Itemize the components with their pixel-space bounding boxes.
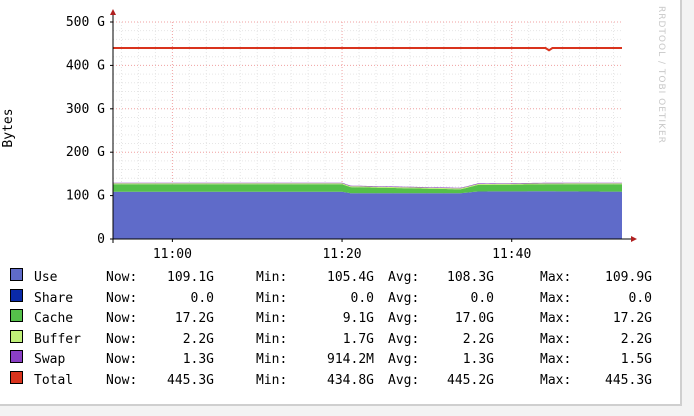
legend-now-value: 2.2G (182, 331, 214, 347)
y-tick-label: 200 G (66, 145, 105, 160)
legend-avg-value: 0.0 (470, 290, 494, 306)
legend-min-label: Min: (256, 311, 288, 326)
legend: Use Now: 109.1G Min: 105.4G Avg: 108.3G Max: 109… (10, 268, 670, 391)
y-tick-label: 400 G (66, 58, 105, 73)
legend-series-name: Total (34, 372, 74, 388)
legend-swatch (10, 350, 23, 363)
legend-min-label: Min: (256, 372, 288, 388)
legend-row-buffer: Buffer Now: 2.2G Min: 1.7G Avg: 2.2G Max: 2.2G (10, 329, 670, 351)
legend-max-label: Max: (540, 290, 572, 306)
legend-series-name: Swap (34, 352, 66, 367)
legend-max-value: 2.2G (620, 331, 652, 347)
legend-min-label: Min: (256, 352, 288, 367)
legend-max-value: 17.2G (612, 311, 652, 326)
legend-swatch (10, 370, 23, 384)
watermark: RRDTOOL / TOBI OETIKER (656, 6, 666, 144)
legend-avg-label: Avg: (388, 290, 420, 306)
legend-now-label: Now: (106, 270, 138, 285)
axes (110, 9, 637, 243)
legend-avg-value: 1.3G (462, 352, 494, 367)
legend-min-value: 0.0 (350, 290, 374, 306)
tick-labels: 0 100 G 200 G 300 G 400 G 500 G 11:00 11:20 11:4… (66, 15, 531, 262)
legend-row-swap: Swap Now: 1.3G Min: 914.2M Avg: 1.3G Max: 1.5G (10, 350, 670, 371)
legend-series-name: Cache (34, 311, 74, 326)
y-axis-label: Bytes (1, 108, 16, 147)
legend-avg-label: Avg: (388, 372, 420, 388)
legend-now-value: 0.0 (190, 290, 214, 306)
area-use (113, 191, 622, 239)
legend-max-label: Max: (540, 352, 572, 367)
legend-now-label: Now: (106, 311, 138, 326)
x-tick-label: 11:40 (492, 247, 531, 262)
legend-now-label: Now: (106, 352, 138, 367)
legend-min-value: 105.4G (327, 270, 374, 285)
y-tick-label: 500 G (66, 15, 105, 30)
legend-avg-value: 108.3G (447, 270, 494, 285)
legend-max-value: 0.0 (628, 290, 652, 306)
legend-min-label: Min: (256, 270, 288, 285)
legend-now-value: 17.2G (174, 311, 214, 326)
y-tick-label: 300 G (66, 102, 105, 117)
legend-min-value: 914.2M (327, 352, 374, 367)
legend-swatch (10, 288, 23, 302)
legend-max-label: Max: (540, 311, 572, 326)
legend-series-name: Use (34, 270, 58, 285)
legend-swatch (10, 309, 23, 322)
legend-now-label: Now: (106, 290, 138, 306)
area-buffer (113, 183, 622, 190)
legend-avg-value: 2.2G (462, 331, 494, 347)
legend-now-value: 1.3G (182, 352, 214, 367)
x-axis-arrow (631, 236, 637, 242)
legend-avg-label: Avg: (388, 311, 420, 326)
y-tick-label: 100 G (66, 189, 105, 204)
legend-max-label: Max: (540, 331, 572, 347)
legend-avg-label: Avg: (388, 331, 420, 347)
legend-avg-label: Avg: (388, 352, 420, 367)
legend-row-cache: Cache Now: 17.2G Min: 9.1G Avg: 17.0G Max: 17.2G (10, 309, 670, 330)
legend-now-label: Now: (106, 372, 138, 388)
legend-max-value: 109.9G (605, 270, 652, 285)
legend-avg-value: 17.0G (454, 311, 494, 326)
legend-series-name: Share (34, 290, 74, 306)
legend-min-label: Min: (256, 290, 288, 306)
total-line (113, 47, 622, 52)
legend-series-name: Buffer (34, 331, 81, 347)
legend-max-label: Max: (540, 270, 572, 285)
x-tick-label: 11:20 (322, 247, 361, 262)
legend-row-share: Share Now: 0.0 Min: 0.0 Avg: 0.0 Max: 0.0 (10, 288, 670, 310)
y-axis-arrow (110, 9, 116, 15)
graph-frame: 0 100 G 200 G 300 G 400 G 500 G 11:00 11:20 11:4… (0, 0, 682, 406)
legend-swatch (10, 268, 23, 281)
legend-now-label: Now: (106, 331, 138, 347)
legend-max-label: Max: (540, 372, 572, 388)
legend-min-value: 1.7G (342, 331, 374, 347)
legend-min-label: Min: (256, 331, 288, 347)
y-tick-label: 0 (97, 232, 105, 247)
legend-avg-value: 445.2G (447, 372, 494, 388)
area-cache (113, 184, 622, 194)
legend-max-value: 445.3G (605, 372, 652, 388)
area-swap (113, 182, 622, 189)
legend-row-use: Use Now: 109.1G Min: 105.4G Avg: 108.3G Max: 109… (10, 268, 670, 289)
legend-min-value: 434.8G (327, 372, 374, 388)
stacked-areas (113, 182, 622, 239)
legend-now-value: 109.1G (167, 270, 214, 285)
total-line-layer (113, 47, 622, 52)
legend-now-value: 445.3G (167, 372, 214, 388)
legend-max-value: 1.5G (620, 352, 652, 367)
legend-min-value: 9.1G (342, 311, 374, 326)
legend-row-total: Total Now: 445.3G Min: 434.8G Avg: 445.2G Max: 4… (10, 370, 670, 392)
x-tick-label: 11:00 (153, 247, 192, 262)
legend-swatch (10, 329, 23, 343)
legend-avg-label: Avg: (388, 270, 420, 285)
